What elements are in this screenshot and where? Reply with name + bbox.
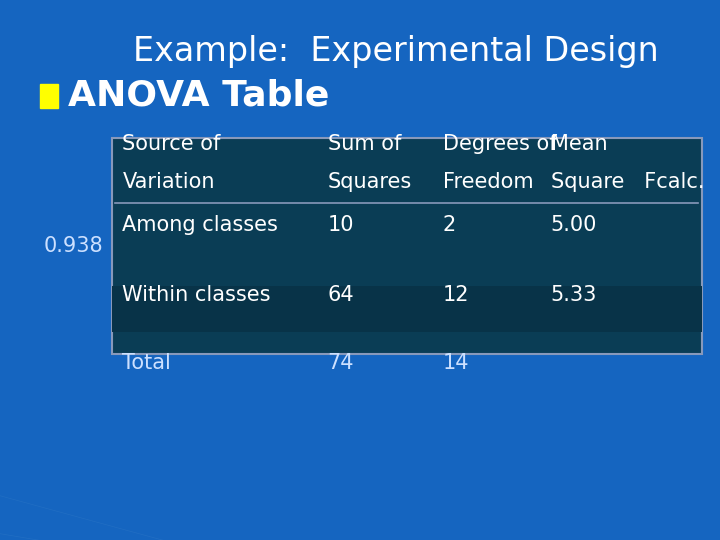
Text: Freedom: Freedom xyxy=(443,172,534,192)
Text: Within classes: Within classes xyxy=(122,285,271,305)
Text: 74: 74 xyxy=(328,353,354,373)
Text: Example:  Experimental Design: Example: Experimental Design xyxy=(133,35,659,68)
Text: Squares: Squares xyxy=(328,172,412,192)
Text: 2: 2 xyxy=(443,215,456,235)
Text: 12: 12 xyxy=(443,285,469,305)
Text: 5.33: 5.33 xyxy=(551,285,597,305)
Text: Square   Fcalc.: Square Fcalc. xyxy=(551,172,704,192)
Text: Source of: Source of xyxy=(122,134,221,154)
Text: 64: 64 xyxy=(328,285,354,305)
Text: Total: Total xyxy=(122,353,171,373)
FancyBboxPatch shape xyxy=(112,138,702,354)
FancyBboxPatch shape xyxy=(112,286,702,332)
Text: 10: 10 xyxy=(328,215,354,235)
Text: ANOVA Table: ANOVA Table xyxy=(68,79,330,112)
Text: 0.938: 0.938 xyxy=(43,237,103,256)
Text: Degrees of: Degrees of xyxy=(443,134,557,154)
Text: 5.00: 5.00 xyxy=(551,215,597,235)
Text: Among classes: Among classes xyxy=(122,215,278,235)
Text: Variation: Variation xyxy=(122,172,215,192)
Text: 14: 14 xyxy=(443,353,469,373)
Text: Mean: Mean xyxy=(551,134,608,154)
Text: Sum of: Sum of xyxy=(328,134,401,154)
Bar xyxy=(40,84,58,108)
